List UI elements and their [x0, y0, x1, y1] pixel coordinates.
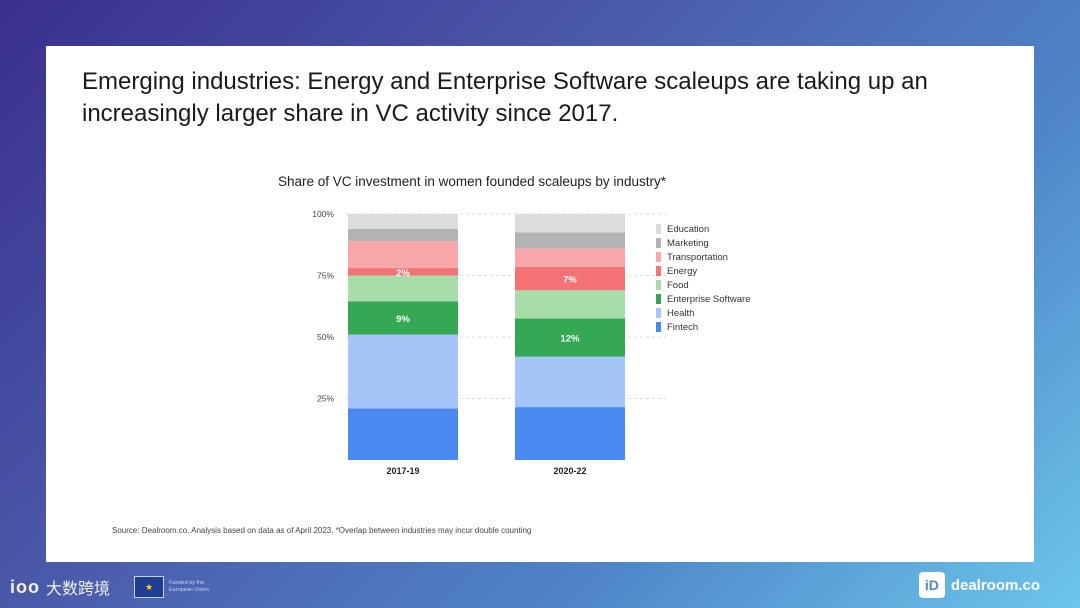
bar-segment-education-2020-22 [515, 214, 625, 233]
legend-item: Enterprise Software [656, 292, 750, 306]
eu-flag-icon: ★ [134, 576, 165, 598]
bar-segment-marketing-2017-19 [348, 228, 458, 242]
legend-item: Education [656, 222, 750, 236]
bar-segment-fintech-2017-19 [348, 408, 458, 460]
legend-swatch [656, 224, 661, 234]
legend-label: Fintech [667, 321, 699, 333]
chart-title: Share of VC investment in women founded … [278, 174, 666, 189]
legend-label: Energy [667, 265, 698, 277]
legend-label: Health [667, 307, 695, 319]
bar-segment-education-2017-19 [348, 214, 458, 229]
legend-label: Education [667, 223, 710, 235]
slide-card: Emerging industries: Energy and Enterpri… [46, 46, 1034, 562]
headline-line-1: Emerging industries: Energy and Enterpri… [82, 68, 928, 95]
stacked-bar-chart: 25% 50% 75% 100% 9% 2% 2017-19 12% 7% 2020-22 [312, 209, 666, 476]
bar-segment-transportation-2020-22 [515, 248, 625, 267]
x-tick-label: 2020-22 [553, 466, 586, 476]
bar-segment-enterprise-software-2020-22 [515, 318, 625, 357]
data-label: 7% [563, 275, 577, 286]
data-label: 9% [396, 314, 410, 325]
legend-swatch [656, 238, 661, 248]
legend-label: Transportation [667, 251, 728, 263]
legend-item: Food [656, 278, 750, 292]
bar-segment-energy-2020-22 [515, 266, 625, 291]
watermark: ioo 大数跨境 ★ Funded by the European Union [10, 572, 229, 602]
legend-label: Enterprise Software [667, 293, 751, 305]
bar-segment-fintech-2020-22 [515, 407, 625, 460]
dealroom-icon: iD [918, 572, 945, 598]
legend-swatch [656, 280, 661, 290]
bar-segment-transportation-2017-19 [348, 241, 458, 269]
bar-segment-enterprise-software-2017-19 [348, 301, 458, 335]
bar-segment-health-2017-19 [348, 334, 458, 409]
bar-segment-food-2017-19 [348, 275, 458, 302]
y-tick-label: 25% [317, 394, 334, 404]
legend-item: Fintech [656, 320, 750, 334]
bar-segment-food-2020-22 [515, 290, 625, 319]
eu-funding-text: Funded by the European Union [169, 580, 209, 593]
y-tick-label: 50% [317, 332, 334, 342]
legend-swatch [656, 266, 661, 276]
headline: Emerging industries: Energy and Enterpri… [82, 66, 982, 130]
legend-swatch [656, 294, 661, 304]
brand-logo[interactable]: iD dealroom.co [918, 572, 1040, 598]
legend-label: Food [667, 279, 689, 291]
watermark-logo: ioo [10, 576, 40, 597]
source-note: Source: Dealroom.co. Analysis based on d… [112, 526, 532, 535]
chart-legend: Education Marketing Transportation Energy Fo… [656, 222, 750, 334]
headline-line-2: increasingly larger share in VC activity… [82, 100, 619, 127]
legend-item: Health [656, 306, 750, 320]
x-tick-label: 2017-19 [386, 466, 419, 476]
legend-item: Energy [656, 264, 750, 278]
legend-label: Marketing [667, 237, 709, 249]
y-tick-label: 100% [312, 209, 334, 219]
data-label: 2% [396, 268, 410, 279]
bar-segment-health-2020-22 [515, 356, 625, 408]
legend-item: Transportation [656, 250, 750, 264]
legend-swatch [656, 322, 661, 332]
legend-item: Marketing [656, 236, 750, 250]
data-label: 12% [560, 334, 580, 345]
legend-swatch [656, 308, 661, 318]
y-tick-label: 75% [317, 271, 334, 281]
watermark-text: 大数跨境 [46, 581, 111, 598]
brand-name: dealroom.co [950, 576, 1040, 594]
bar-segment-energy-2017-19 [348, 268, 458, 276]
legend-swatch [656, 252, 661, 262]
bar-segment-marketing-2020-22 [515, 232, 625, 249]
